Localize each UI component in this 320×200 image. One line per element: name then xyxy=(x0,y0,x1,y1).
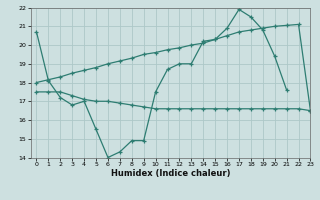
X-axis label: Humidex (Indice chaleur): Humidex (Indice chaleur) xyxy=(111,169,230,178)
